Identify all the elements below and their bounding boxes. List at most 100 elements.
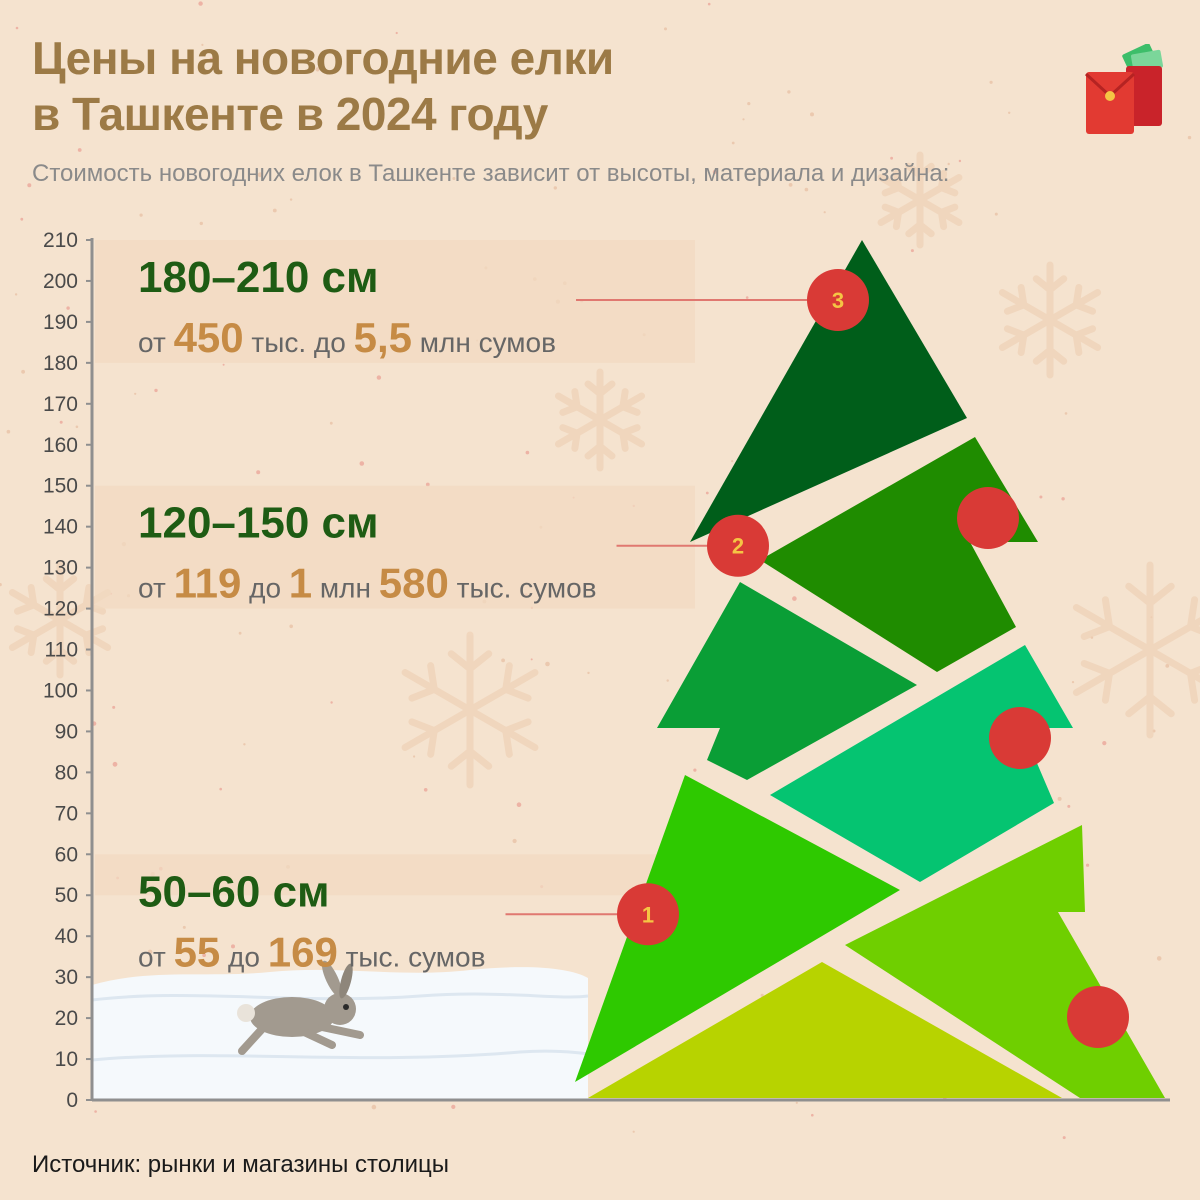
y-tick-label: 10 [55,1048,78,1071]
y-tick-label: 70 [55,802,78,825]
background-dot [747,102,751,106]
background-dot [423,788,428,792]
y-tick-label: 80 [55,761,78,784]
background-dot [0,583,2,587]
background-dot [66,306,70,310]
y-tick-label: 90 [55,720,78,743]
y-tick-label: 120 [43,598,78,621]
background-dot [707,2,711,6]
background-dot [1057,796,1062,801]
background-dot [452,177,456,180]
background-dot [1156,956,1162,961]
background-dot [20,217,24,221]
background-dot [219,787,222,791]
background-dot [516,802,522,807]
background-dot [539,107,542,110]
y-tick-label: 20 [55,1007,78,1030]
background-dot [451,1104,456,1109]
tree-tier [588,962,1062,1098]
background-dot [27,183,32,188]
price-text: до [241,573,288,604]
snowflake-icon [877,151,963,249]
price-text: до [220,941,267,972]
background-dot [1102,741,1107,746]
y-tick-label: 160 [43,434,78,457]
background-dot [289,198,293,201]
background-dot [395,31,398,35]
snowflake-icon [554,368,646,472]
background-dot [553,186,557,190]
background-dot [243,743,246,746]
y-tick-label: 110 [45,639,78,662]
y-tick-label: 190 [43,311,78,334]
background-dot [958,159,962,163]
background-dot [202,953,206,957]
y-tick-label: 150 [43,475,78,498]
background-dot [77,148,82,152]
band-range-label: 180–210 см [138,253,379,302]
background-dot [238,631,242,635]
price-text: тыс. сумов [338,941,486,972]
background-dot [501,658,505,663]
background-dot [947,162,950,166]
price-text: от [138,327,174,358]
red-envelope-gift-icon [1084,44,1164,134]
price-number: 1 [289,560,312,607]
background-dot [810,112,814,117]
background-dot [811,1113,814,1117]
background-dot [201,43,204,47]
background-snowflakes [8,151,1200,789]
background-dot [6,429,11,434]
price-number: 580 [379,560,449,607]
source-note: Источник: рынки и магазины столицы [32,1151,449,1178]
tree-ornament [1067,986,1129,1048]
background-dot [823,211,826,214]
background-dot [257,172,263,178]
background-dot [788,183,793,187]
background-dot [705,491,709,495]
background-dot [545,661,550,667]
band-price-label: от 119 до 1 млн 580 тыс. сумов [138,560,597,607]
background-dot [890,156,893,160]
background-dot [198,1,203,6]
background-dot [182,925,186,929]
background-dot [1165,664,1170,668]
y-tick-label: 210 [43,229,78,252]
background-dot [112,761,118,767]
page-subtitle: Стоимость новогодних елок в Ташкенте зав… [32,160,950,187]
background-dot [96,171,100,174]
background-dot [272,208,277,213]
tree-tier [690,240,967,542]
background-dot [222,363,225,366]
snowflake-icon [1072,561,1200,739]
background-dot [525,450,530,455]
background-dot [731,141,735,145]
background-dot [231,944,235,949]
band-marker-number: 2 [732,534,744,559]
background-dot [910,249,914,253]
price-text: тыс. сумов [449,573,597,604]
price-number: 119 [174,560,242,607]
background-dot [75,425,79,429]
background-dot [112,705,116,709]
background-dot [209,57,214,63]
background-dot [134,392,137,395]
background-dot [15,26,19,30]
background-dot [1086,863,1090,867]
band-range-label: 50–60 см [138,867,330,916]
y-tick-label: 100 [43,679,78,702]
band-price-label: от 55 до 169 тыс. сумов [138,928,486,975]
background-dot [21,369,25,374]
background-dot [994,212,998,216]
price-number: 450 [174,314,244,361]
background-dot [413,755,416,758]
tree-ornament [957,487,1019,549]
background-dot [14,293,18,296]
band-marker [617,883,679,946]
band-marker [707,514,769,577]
price-text: млн сумов [412,327,556,358]
background-dot [59,420,63,424]
background-dot [712,170,717,174]
background-dot [632,1130,635,1133]
band-marker [807,269,869,331]
